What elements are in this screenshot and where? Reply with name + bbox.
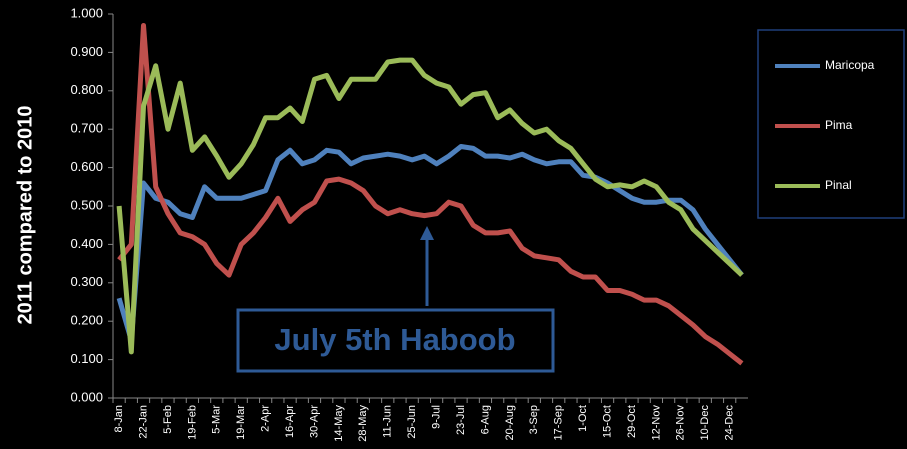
- x-tick-label: 1-Oct: [577, 405, 589, 432]
- y-tick-label: 0.300: [70, 274, 103, 289]
- x-tick-label: 8-Jan: [113, 405, 125, 433]
- x-tick-label: 24-Dec: [724, 405, 736, 441]
- legend-box: [757, 29, 905, 219]
- x-tick-label: 12-Nov: [650, 405, 662, 441]
- legend-label: Pinal: [825, 178, 852, 192]
- series-line: [116, 144, 744, 343]
- y-tick-label: 0.000: [70, 389, 103, 404]
- y-axis-label: 2011 compared to 2010: [14, 105, 36, 324]
- y-tick-label: 0.500: [70, 197, 103, 212]
- y-tick-label: 0.600: [70, 159, 103, 174]
- x-tick-label: 11-Jun: [382, 405, 394, 438]
- y-tick-label: 0.400: [70, 236, 103, 251]
- y-tick-label: 0.200: [70, 313, 103, 328]
- legend-label: Pima: [825, 118, 853, 132]
- x-tick-label: 5-Feb: [162, 405, 174, 434]
- x-tick-label: 30-Apr: [308, 405, 320, 438]
- annotation-box: [236, 308, 555, 373]
- annotation: July 5th Haboob: [274, 322, 515, 357]
- x-tick-label: 28-May: [357, 405, 369, 442]
- y-tick-label: 0.800: [70, 82, 103, 97]
- x-tick-label: 6-Aug: [479, 405, 491, 434]
- annotation-arrowhead: [420, 226, 434, 240]
- x-tick-label: 15-Oct: [601, 405, 613, 438]
- y-tick-label: 0.900: [70, 44, 103, 59]
- y-tick-label: 0.100: [70, 351, 103, 366]
- series-line: [117, 23, 744, 366]
- x-tick-label: 20-Aug: [504, 405, 516, 440]
- x-tick-label: 17-Sep: [553, 405, 565, 440]
- x-tick-label: 19-Feb: [186, 405, 198, 440]
- series-line: [116, 57, 744, 355]
- x-tick-label: 26-Nov: [675, 405, 687, 441]
- x-tick-label: 9-Jul: [431, 405, 443, 429]
- x-tick-label: 16-Apr: [284, 405, 296, 438]
- x-tick-label: 2-Apr: [260, 405, 272, 432]
- y-tick-label: 1.000: [70, 5, 103, 20]
- x-tick-label: 25-Jun: [406, 405, 418, 439]
- x-tick-label: 5-Mar: [211, 405, 223, 434]
- x-tick-label: 29-Oct: [626, 405, 638, 438]
- x-tick-label: 22-Jan: [137, 405, 149, 439]
- x-tick-label: 23-Jul: [455, 405, 467, 435]
- legend-label: Maricopa: [825, 58, 875, 72]
- y-tick-label: 0.700: [70, 121, 103, 136]
- x-tick-label: 19-Mar: [235, 405, 247, 440]
- x-tick-label: 3-Sep: [528, 405, 540, 434]
- x-tick-label: 14-May: [333, 405, 345, 442]
- x-tick-label: 10-Dec: [699, 405, 711, 441]
